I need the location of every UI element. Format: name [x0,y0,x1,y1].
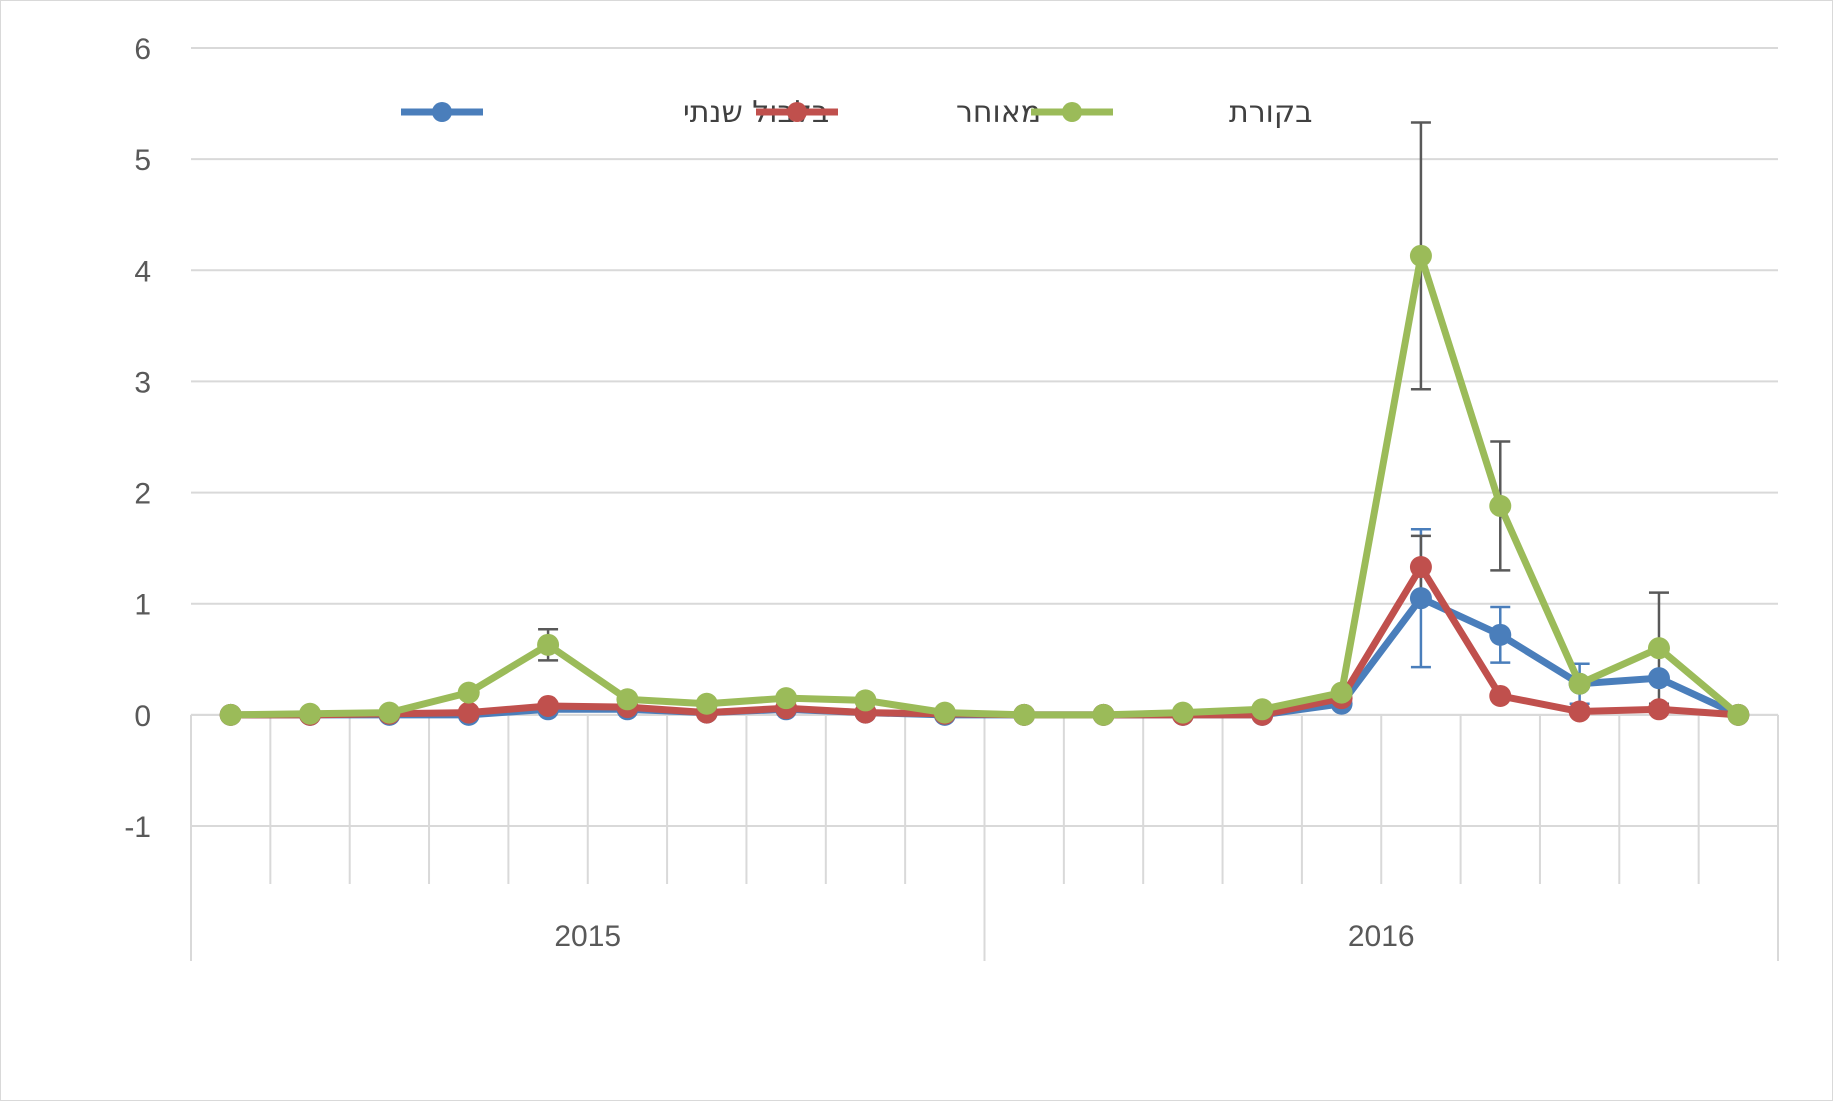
legend-swatch-marker [1062,102,1082,122]
error-bars [538,122,1669,703]
legend-swatch-marker [787,102,807,122]
data-point [220,704,242,726]
x-axis: 2015 2016 [191,715,1778,961]
data-point [1172,702,1194,724]
data-point [616,688,638,710]
data-point [1489,624,1511,646]
data-point [1013,704,1035,726]
y-axis: -1 0 1 2 3 4 5 6 [124,33,151,844]
data-point [1410,587,1432,609]
data-point [458,702,480,724]
data-point [1727,704,1749,726]
data-point [537,634,559,656]
y-tick-label: 5 [134,144,151,177]
y-tick-label: 2 [134,478,151,511]
legend: בלבול שנתי מאוחר בקורת [401,95,1312,130]
data-point [696,693,718,715]
data-point [1489,685,1511,707]
legend-label: בקורת [1229,95,1312,130]
chart-frame: -1 0 1 2 3 4 5 6 2015 2016 בלבול שנתי מאוחר בקור… [0,0,1833,1101]
data-point [1410,556,1432,578]
y-tick-label: -1 [124,811,151,844]
data-point [299,703,321,725]
data-point [1251,698,1273,720]
x-group-label: 2016 [1348,920,1415,953]
data-point [934,702,956,724]
y-tick-label: 3 [134,366,151,399]
data-point [854,689,876,711]
y-tick-label: 6 [134,33,151,66]
line-chart: -1 0 1 2 3 4 5 6 2015 2016 בלבול שנתי מאוחר בקור… [1,1,1835,1104]
series-2 [220,245,1750,726]
data-point [1648,637,1670,659]
series-lines [220,245,1750,726]
legend-label: מאוחר [956,95,1041,130]
data-point [1569,701,1591,723]
data-point [775,687,797,709]
data-point [1331,682,1353,704]
data-point [1648,698,1670,720]
data-point [1489,495,1511,517]
legend-swatch-marker [432,102,452,122]
gridlines [191,48,1778,826]
y-tick-label: 0 [134,700,151,733]
x-group-label: 2015 [554,920,621,953]
data-point [1410,245,1432,267]
data-point [1569,673,1591,695]
legend-item-series-2: בקורת [1031,95,1312,130]
series-0 [220,587,1750,726]
y-tick-label: 4 [134,255,151,288]
data-point [378,702,400,724]
data-point [1093,704,1115,726]
data-point [537,695,559,717]
data-point [458,682,480,704]
data-point [1648,667,1670,689]
y-tick-label: 1 [134,589,151,622]
